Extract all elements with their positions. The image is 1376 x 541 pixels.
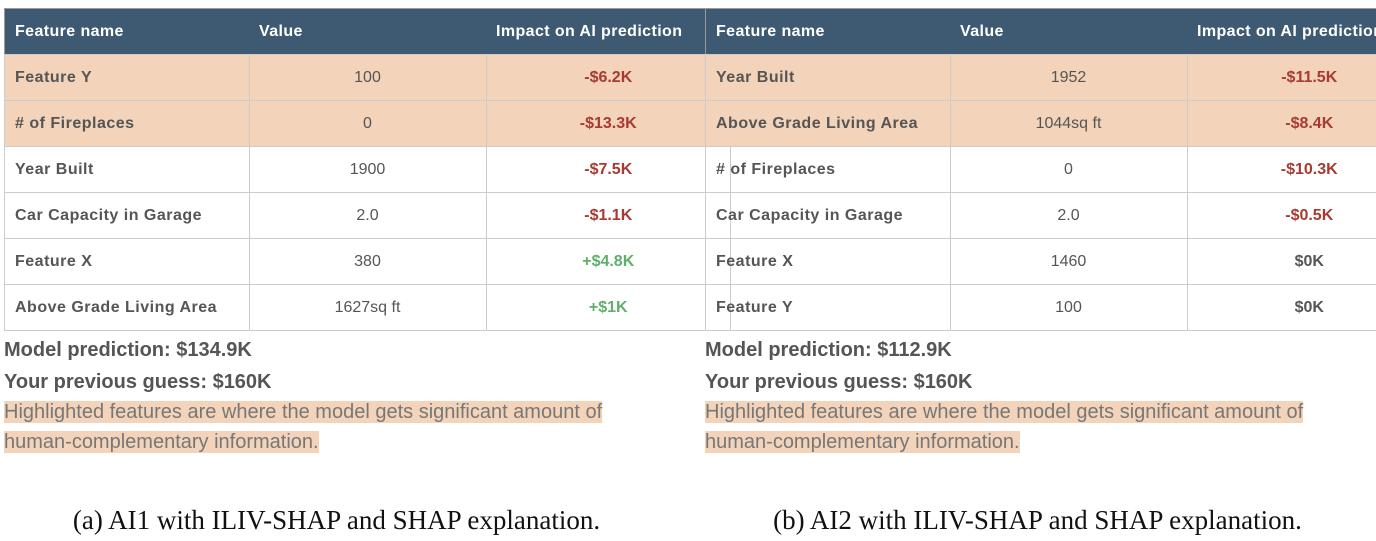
feature-name: Car Capacity in Garage (705, 192, 951, 239)
column-header: Value (249, 8, 486, 55)
feature-row: Feature Y 100 -$6.2K (4, 54, 731, 101)
feature-name: Feature Y (705, 284, 951, 331)
feature-name: Car Capacity in Garage (4, 192, 250, 239)
feature-value: 0 (949, 146, 1188, 193)
panel: Feature name Value Impact on AI prediction… (4, 8, 731, 457)
feature-row: Feature Y 100 $0K (705, 284, 1376, 331)
feature-value: 380 (248, 238, 487, 285)
feature-impact: -$11.5K (1186, 54, 1376, 101)
feature-row: Car Capacity in Garage 2.0 -$0.5K (705, 192, 1376, 239)
caption: (b) AI2 with ILIV-SHAP and SHAP explanat… (773, 505, 1302, 535)
highlight-note: Highlighted features are where the model… (4, 397, 604, 457)
feature-row: Year Built 1900 -$7.5K (4, 146, 731, 193)
feature-value: 1627sq ft (248, 284, 487, 331)
note-text: Highlighted features are where the model… (4, 401, 603, 453)
feature-value: 100 (949, 284, 1188, 331)
previous-guess: Your previous guess: $160K (4, 371, 272, 393)
feature-value: 1900 (248, 146, 487, 193)
feature-table: Feature name Value Impact on AI prediction… (4, 8, 731, 331)
feature-value: 1952 (949, 54, 1188, 101)
feature-table: Feature name Value Impact on AI prediction… (705, 8, 1376, 331)
feature-name: Feature X (4, 238, 250, 285)
feature-name: # of Fireplaces (4, 100, 250, 147)
feature-impact: -$6.2K (485, 54, 731, 101)
feature-impact: -$13.3K (485, 100, 731, 147)
feature-name: # of Fireplaces (705, 146, 951, 193)
feature-row: Car Capacity in Garage 2.0 -$1.1K (4, 192, 731, 239)
note-text: Highlighted features are where the model… (705, 401, 1304, 453)
feature-impact: -$1.1K (485, 192, 731, 239)
previous-guess: Your previous guess: $160K (705, 371, 973, 393)
feature-value: 0 (248, 100, 487, 147)
feature-name: Feature Y (4, 54, 250, 101)
feature-value: 2.0 (949, 192, 1188, 239)
feature-name: Year Built (705, 54, 951, 101)
feature-name: Above Grade Living Area (705, 100, 951, 147)
feature-impact: -$10.3K (1186, 146, 1376, 193)
feature-name: Year Built (4, 146, 250, 193)
feature-impact: -$0.5K (1186, 192, 1376, 239)
feature-row: Above Grade Living Area 1627sq ft +$1K (4, 284, 731, 331)
feature-row: Above Grade Living Area 1044sq ft -$8.4K (705, 100, 1376, 147)
feature-row: Feature X 380 +$4.8K (4, 238, 731, 285)
feature-value: 2.0 (248, 192, 487, 239)
model-prediction: Model prediction: $112.9K (705, 339, 952, 361)
column-header: Feature name (705, 8, 950, 55)
feature-row: # of Fireplaces 0 -$10.3K (705, 146, 1376, 193)
column-header: Value (950, 8, 1187, 55)
model-prediction: Model prediction: $134.9K (4, 339, 252, 361)
feature-value: 100 (248, 54, 487, 101)
feature-impact: -$7.5K (485, 146, 731, 193)
feature-row: # of Fireplaces 0 -$13.3K (4, 100, 731, 147)
feature-name: Feature X (705, 238, 951, 285)
feature-name: Above Grade Living Area (4, 284, 250, 331)
feature-impact: $0K (1186, 284, 1376, 331)
feature-row: Feature X 1460 $0K (705, 238, 1376, 285)
feature-impact: +$1K (485, 284, 731, 331)
header-row: Feature name Value Impact on AI prediction (4, 8, 731, 55)
column-header: Impact on AI prediction (1187, 8, 1376, 55)
panel: Feature name Value Impact on AI prediction… (705, 8, 1376, 457)
feature-row: Year Built 1952 -$11.5K (705, 54, 1376, 101)
feature-impact: $0K (1186, 238, 1376, 285)
header-row: Feature name Value Impact on AI prediction (705, 8, 1376, 55)
feature-impact: +$4.8K (485, 238, 731, 285)
column-header: Feature name (4, 8, 249, 55)
feature-value: 1460 (949, 238, 1188, 285)
caption: (a) AI1 with ILIV-SHAP and SHAP explanat… (72, 505, 601, 535)
feature-value: 1044sq ft (949, 100, 1188, 147)
column-header: Impact on AI prediction (486, 8, 731, 55)
highlight-note: Highlighted features are where the model… (705, 397, 1305, 457)
feature-impact: -$8.4K (1186, 100, 1376, 147)
